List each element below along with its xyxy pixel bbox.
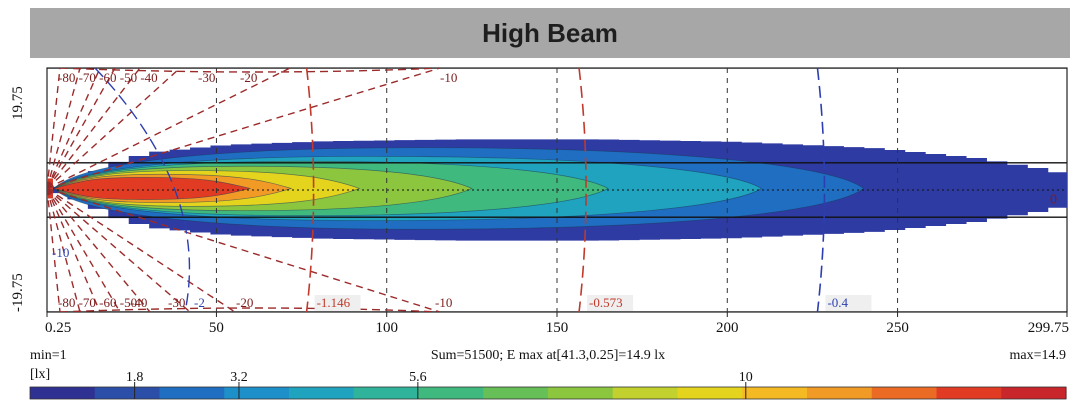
- x-tick-label-4: 200: [716, 320, 739, 336]
- bottom-angle-label-4: -40: [130, 295, 147, 310]
- center-label: 0: [1050, 192, 1057, 207]
- angle-line-top-4: [47, 68, 141, 189]
- x-tick-label-3: 150: [546, 320, 569, 336]
- colorbar-segment-4: [289, 387, 355, 399]
- angle-line-top-6: [47, 68, 291, 190]
- angle-arc-bottom: [59, 307, 441, 312]
- colorbar-segment-2: [159, 387, 225, 399]
- colorbar-tick-label-3: 10: [739, 370, 753, 385]
- plot-labels: -80 -70 -60 -50 -40 -30 -20 -10-80 -70 -60 …: [45, 70, 1069, 336]
- unit-label: [lx]: [30, 367, 50, 382]
- sum-label: Sum=51500; E max at[41.3,0.25]=14.9 lx: [431, 348, 665, 363]
- colorbar-segment-5: [353, 387, 420, 399]
- bottom-angle-label-6: -20: [236, 295, 253, 310]
- angle-line-bottom-2: [47, 188, 101, 312]
- plot-lines: [47, 68, 1067, 312]
- lamp-origin-marker: [47, 178, 53, 199]
- angle-line-bottom-1: [47, 188, 81, 312]
- angle-line-bottom-6: [47, 187, 236, 312]
- min-label: min=1: [30, 348, 67, 363]
- angle-line-top-5: [47, 68, 181, 189]
- angle-line-bottom-5: [47, 187, 191, 312]
- isoline-minus2: [94, 68, 191, 312]
- colorbar-tick-label-1: 3.2: [230, 370, 248, 385]
- colorbar: 1.8 3.2 5.6 10: [29, 370, 1067, 400]
- angle-line-top-7: [47, 68, 441, 190]
- colorbar-frame: [29, 386, 1067, 400]
- y-tick-bottom: -19.75: [10, 273, 26, 312]
- isoline-minus2-label: -2: [194, 295, 205, 310]
- isoline-label-0: -1.146: [317, 295, 351, 310]
- top-angle-label-7: -10: [440, 70, 457, 85]
- isoline-label-1: -0.573: [589, 295, 623, 310]
- max-label: max=14.9: [1010, 348, 1067, 363]
- isoline-label-bg-2: [825, 295, 872, 311]
- colorbar-segment-8: [548, 387, 614, 399]
- colorbar-tick-label-2: 5.6: [409, 370, 427, 385]
- colorbar-segment-1: [94, 387, 161, 399]
- x-tick-label-2: 100: [375, 320, 398, 336]
- colorbar-segment-9: [612, 387, 679, 399]
- angle-line-bottom-4: [47, 188, 151, 312]
- bottom-angle-label-7: -10: [435, 295, 452, 310]
- isoline-label-bg-0: [314, 295, 361, 311]
- isolux-chart: -80 -70 -60 -50 -40 -30 -20 -10-80 -70 -60 …: [10, 67, 1069, 400]
- top-angle-label-6: -20: [240, 70, 257, 85]
- bottom-angle-labels: -80 -70 -60 -50: [58, 295, 137, 310]
- bottom-angle-label-5: -30: [168, 295, 185, 310]
- colorbar-segment-11: [742, 387, 808, 399]
- angle-line-bottom-0: [47, 188, 61, 312]
- colorbar-segment-13: [871, 387, 938, 399]
- colorbar-segment-7: [483, 387, 549, 399]
- isoline-label-bg-1: [587, 295, 634, 311]
- angle-arc-top: [59, 68, 441, 73]
- angle-line-top-0: [47, 68, 61, 189]
- colorbar-tick-label-0: 1.8: [126, 370, 144, 385]
- chart-title: High Beam: [30, 8, 1070, 61]
- x-tick-label-1: 50: [209, 320, 224, 336]
- colorbar-segment-6: [418, 387, 484, 399]
- angle-line-bottom-7: [47, 187, 441, 312]
- beam-band-7: [52, 176, 251, 200]
- angle-line-top-1: [47, 68, 81, 189]
- colorbar-segment-12: [807, 387, 873, 399]
- colorbar-segment-14: [936, 387, 1002, 399]
- colorbar-segment-10: [677, 387, 743, 399]
- isoline-label-2: -0.4: [827, 295, 848, 310]
- top-angle-label-5: -30: [198, 70, 215, 85]
- x-tick-label-6: 299.75: [1028, 320, 1069, 336]
- y-tick-top: 19.75: [10, 86, 26, 120]
- colorbar-segment-3: [224, 387, 290, 399]
- colorbar-segment-15: [1001, 387, 1067, 399]
- x-tick-label-5: 250: [886, 320, 909, 336]
- top-angle-labels: -80 -70 -60 -50 -40: [58, 70, 158, 85]
- x-tick-label-0: 0.25: [45, 320, 71, 336]
- left-minus10-label: -10: [52, 245, 69, 260]
- colorbar-segment-0: [30, 387, 96, 399]
- angle-line-top-2: [47, 68, 101, 189]
